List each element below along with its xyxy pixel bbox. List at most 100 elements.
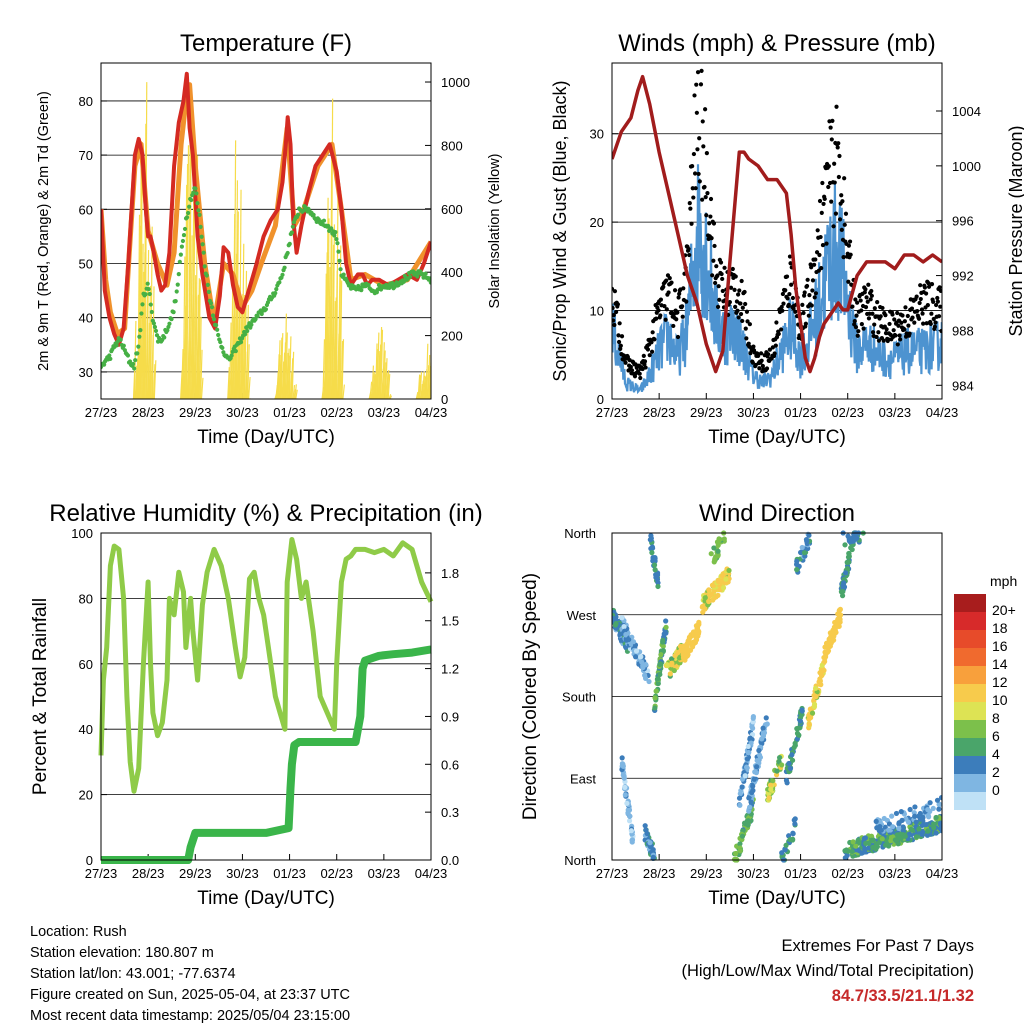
wind-gust-point xyxy=(855,300,860,305)
direction-point xyxy=(655,583,661,590)
wind-gust-point xyxy=(890,312,895,317)
wind-speed-legend: mph 20+ 18 16 14 12 10 8 6 4 2 0 xyxy=(954,573,1017,810)
wind-gust-point xyxy=(663,317,668,322)
direction-point xyxy=(663,624,669,630)
wind-gust-point xyxy=(880,305,885,311)
direction-point xyxy=(827,640,833,646)
wind-gust-point xyxy=(866,282,871,287)
direction-point xyxy=(621,624,627,630)
direction-point xyxy=(813,693,819,700)
dewpoint-point xyxy=(243,332,248,337)
dewpoint-point xyxy=(149,309,154,315)
wind-gust-point xyxy=(740,318,745,324)
direction-point xyxy=(720,585,727,591)
legend-label: 16 xyxy=(992,638,1008,654)
y-axis-label: Sonic/Prop Wind & Gust (Blue, Black) xyxy=(550,80,570,381)
wind-gust-point xyxy=(853,297,858,302)
dewpoint-point xyxy=(148,302,153,307)
direction-point xyxy=(743,764,750,770)
solar-spike xyxy=(146,249,150,399)
extremes-box: Extremes For Past 7 Days (High/Low/Max W… xyxy=(681,934,974,1009)
dewpoint-point xyxy=(146,286,151,292)
dewpoint-point xyxy=(428,280,431,285)
solar-spike xyxy=(239,300,243,399)
dewpoint-point xyxy=(186,210,191,216)
dewpoint-point xyxy=(216,332,221,338)
wind-gust-point xyxy=(863,287,868,292)
direction-point xyxy=(896,825,902,831)
dewpoint-point xyxy=(359,288,364,293)
direction-point xyxy=(913,819,919,825)
wind-gust-point xyxy=(672,288,678,293)
direction-point xyxy=(737,848,743,854)
direction-point xyxy=(686,634,693,640)
wind-gust-point xyxy=(817,252,822,258)
direction-point xyxy=(663,618,669,624)
extremes-subtitle: (High/Low/Max Wind/Total Precipitation) xyxy=(681,962,974,980)
direction-point xyxy=(779,850,785,856)
direction-point xyxy=(766,795,772,801)
wind-gust-point xyxy=(902,319,907,324)
wind-gust-point xyxy=(691,195,696,200)
solar-spike xyxy=(337,274,341,399)
wind-gust-point xyxy=(728,285,734,290)
wind-gust-point xyxy=(920,311,925,316)
wind-gust-point xyxy=(618,346,623,352)
wind-gust-point xyxy=(835,145,840,150)
panel-title: Temperature (F) xyxy=(180,30,352,57)
solar-spike xyxy=(432,374,434,399)
x-tick-label: 30/23 xyxy=(737,866,770,881)
dewpoint-point xyxy=(196,208,201,213)
wind-gust-point xyxy=(916,316,922,321)
wind-gust-point xyxy=(759,358,764,363)
direction-point xyxy=(841,580,847,586)
solar-spike xyxy=(237,295,240,399)
direction-point xyxy=(899,817,905,823)
wind-gust-point xyxy=(641,353,646,358)
direction-point xyxy=(782,847,788,853)
wind-gust-point xyxy=(618,343,623,348)
wind-gust-point xyxy=(854,313,859,318)
wind-gust-point xyxy=(715,273,720,278)
legend-label: 18 xyxy=(992,620,1008,636)
direction-point xyxy=(893,810,900,817)
wind-speed-line xyxy=(612,164,942,395)
y-tick-label: 100 xyxy=(71,526,93,541)
wind-gust-point xyxy=(910,315,915,320)
dewpoint-point xyxy=(174,289,179,294)
x-tick-label: 04/23 xyxy=(415,866,448,881)
direction-point xyxy=(653,688,659,694)
y2-tick-label: 0.6 xyxy=(441,757,459,772)
wind-gust-point xyxy=(928,321,933,327)
direction-point xyxy=(657,671,663,678)
wind-gust-point xyxy=(671,323,676,329)
wind-gust-point xyxy=(836,174,841,180)
wind-gust-point xyxy=(870,330,876,335)
x-axis-label: Time (Day/UTC) xyxy=(708,427,846,448)
wind-gust-point xyxy=(743,326,748,331)
direction-point xyxy=(931,825,937,831)
dewpoint-point xyxy=(210,313,216,318)
dewpoint-point xyxy=(341,272,346,277)
solar-spike xyxy=(291,351,295,399)
wind-gust-point xyxy=(846,243,851,248)
dewpoint-point xyxy=(282,265,287,270)
dewpoint-point xyxy=(171,309,176,315)
wind-gust-point xyxy=(628,364,633,370)
direction-point xyxy=(657,661,663,667)
direction-point xyxy=(806,721,812,728)
wind-gust-point xyxy=(903,305,908,310)
direction-point xyxy=(619,615,625,621)
wind-gust-point xyxy=(736,292,741,297)
direction-point xyxy=(792,816,798,822)
direction-point xyxy=(746,795,752,801)
wind-gust-point xyxy=(837,217,843,222)
y2-tick-label: 1000 xyxy=(441,75,470,90)
wind-gust-point xyxy=(664,278,669,283)
direction-point xyxy=(840,588,846,595)
solar-spike xyxy=(369,381,373,399)
dewpoint-point xyxy=(337,258,342,263)
dewpoint-point xyxy=(245,328,250,334)
wind-gust-point xyxy=(642,359,648,364)
wind-gust-point xyxy=(804,283,810,289)
